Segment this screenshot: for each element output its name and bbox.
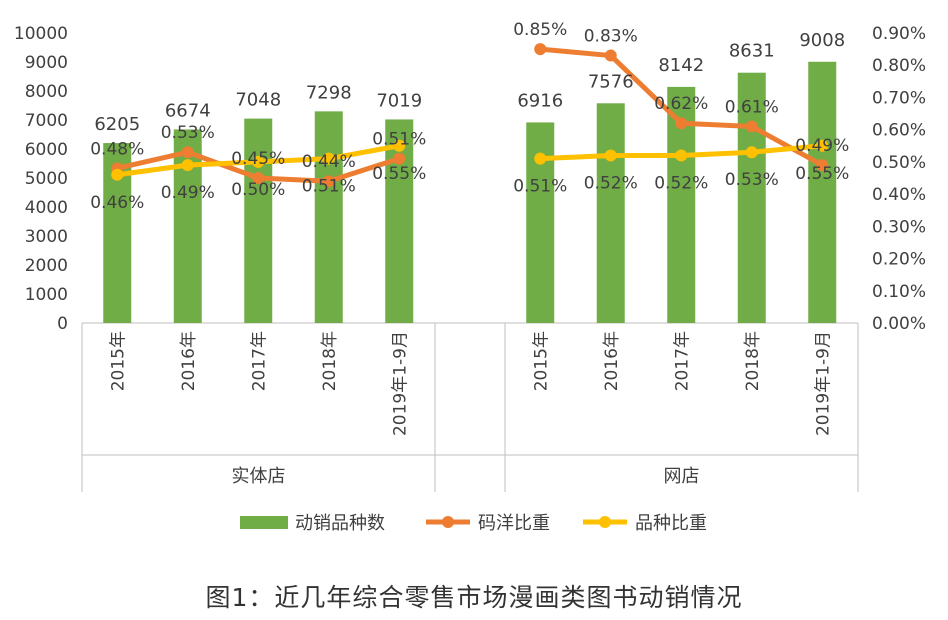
x-tick-label: 2015年	[531, 331, 551, 391]
orange-line-point	[534, 43, 547, 56]
y-left-tick-label: 3000	[25, 227, 68, 247]
yellow-line-point	[745, 146, 758, 159]
bar	[737, 72, 766, 324]
orange-line-point	[322, 175, 335, 188]
orange-value-label: 0.62%	[654, 94, 708, 114]
yellow-line-point	[604, 149, 617, 162]
bar	[808, 61, 837, 323]
legend-swatch-bar	[240, 516, 288, 529]
yellow-line-point	[252, 155, 265, 168]
bar-value-label: 6916	[517, 90, 563, 111]
x-tick-label: 2017年	[249, 331, 269, 391]
bar-value-label: 8631	[729, 41, 775, 62]
x-tick-label: 2018年	[320, 331, 340, 391]
yellow-line-point	[111, 168, 124, 181]
y-left-tick-label: 1000	[25, 285, 68, 305]
legend-swatch-marker	[442, 516, 454, 528]
y-right-tick-label: 0.40%	[872, 185, 926, 205]
x-tick-label: 2016年	[179, 331, 199, 391]
bar	[526, 122, 555, 323]
orange-value-label: 0.53%	[161, 123, 215, 143]
x-tick-label: 2017年	[672, 331, 692, 391]
yellow-value-label: 0.49%	[161, 183, 215, 203]
x-tick-label: 2015年	[108, 331, 128, 391]
y-left-tick-label: 2000	[25, 256, 68, 276]
yellow-value-label: 0.53%	[725, 170, 779, 190]
yellow-line-point	[675, 149, 688, 162]
yellow-value-label: 0.51%	[513, 177, 567, 197]
orange-line-point	[675, 117, 688, 130]
bar-value-label: 8142	[658, 55, 704, 76]
bar	[596, 103, 625, 324]
y-left-tick-label: 4000	[25, 198, 68, 218]
combo-chart: 0 1000 2000 3000 4000 5000 6000 7000 8000 9000 100…	[14, 20, 926, 534]
y-right-tick-label: 0.90%	[872, 24, 926, 44]
orange-value-label: 0.51%	[372, 130, 426, 150]
orange-value-label: 0.44%	[302, 152, 356, 172]
yellow-line-point	[322, 152, 335, 165]
orange-value-label: 0.83%	[584, 27, 638, 47]
yellow-value-label: 0.52%	[584, 173, 638, 193]
bar-value-label: 7576	[588, 71, 634, 92]
yellow-line-point	[534, 152, 547, 165]
y-right-tick-label: 0.10%	[872, 282, 926, 302]
y-right-tick-label: 0.80%	[872, 56, 926, 76]
bar-value-label: 9008	[799, 30, 845, 51]
yellow-line-point	[393, 139, 406, 152]
y-left-tick-label: 0	[57, 314, 68, 334]
orange-value-label: 0.61%	[725, 97, 779, 117]
x-tick-label: 2019年1-9月	[813, 331, 833, 436]
bar	[314, 111, 343, 323]
bar-value-label: 6674	[165, 100, 211, 121]
y-left-tick-label: 5000	[25, 169, 68, 189]
legend-swatch-marker	[599, 516, 611, 528]
yellow-value-label: 0.51%	[302, 177, 356, 197]
y-right-tick-label: 0.50%	[872, 153, 926, 173]
orange-line-point	[181, 146, 194, 159]
group-label: 网店	[664, 466, 700, 487]
bar-value-label: 7298	[306, 82, 352, 103]
yellow-value-label: 0.55%	[795, 164, 849, 184]
yellow-value-label: 0.52%	[654, 173, 708, 193]
x-tick-label: 2016年	[602, 331, 622, 391]
bar	[173, 129, 202, 323]
legend-label: 动销品种数	[295, 513, 385, 534]
y-left-tick-label: 6000	[25, 140, 68, 160]
orange-line-point	[393, 152, 406, 165]
y-right-tick-label: 0.30%	[872, 217, 926, 237]
yellow-value-label: 0.46%	[90, 193, 144, 213]
orange-line-point	[604, 49, 617, 62]
yellow-line-point	[181, 159, 194, 172]
legend-label: 品种比重	[635, 513, 707, 534]
y-left-tick-label: 8000	[25, 82, 68, 102]
yellow-value-label: 0.50%	[231, 180, 285, 200]
bar-value-label: 7019	[376, 90, 422, 111]
bar-value-label: 6205	[94, 114, 140, 135]
orange-value-label: 0.48%	[90, 139, 144, 159]
legend-label: 码洋比重	[478, 513, 550, 534]
chart-caption: 图1：近几年综合零售市场漫画类图书动销情况	[205, 583, 743, 612]
y-right-tick-label: 0.00%	[872, 314, 926, 334]
bar-value-label: 7048	[235, 90, 281, 111]
yellow-line-point	[816, 139, 829, 152]
x-tick-label: 2018年	[743, 331, 763, 391]
y-left-tick-label: 7000	[25, 111, 68, 131]
orange-line-point	[816, 159, 829, 172]
orange-value-label: 0.45%	[231, 149, 285, 169]
orange-value-label: 0.49%	[795, 136, 849, 156]
orange-line-point	[745, 120, 758, 133]
group-label: 实体店	[232, 466, 286, 487]
x-tick-label: 2019年1-9月	[390, 331, 410, 436]
y-right-tick-label: 0.70%	[872, 88, 926, 108]
orange-value-label: 0.85%	[513, 20, 567, 40]
yellow-value-label: 0.55%	[372, 164, 426, 184]
y-right-tick-label: 0.20%	[872, 250, 926, 270]
y-left-tick-label: 10000	[14, 24, 68, 44]
y-left-tick-label: 9000	[25, 53, 68, 73]
y-right-tick-label: 0.60%	[872, 121, 926, 141]
orange-line-point	[252, 172, 265, 184]
bar	[244, 118, 273, 323]
